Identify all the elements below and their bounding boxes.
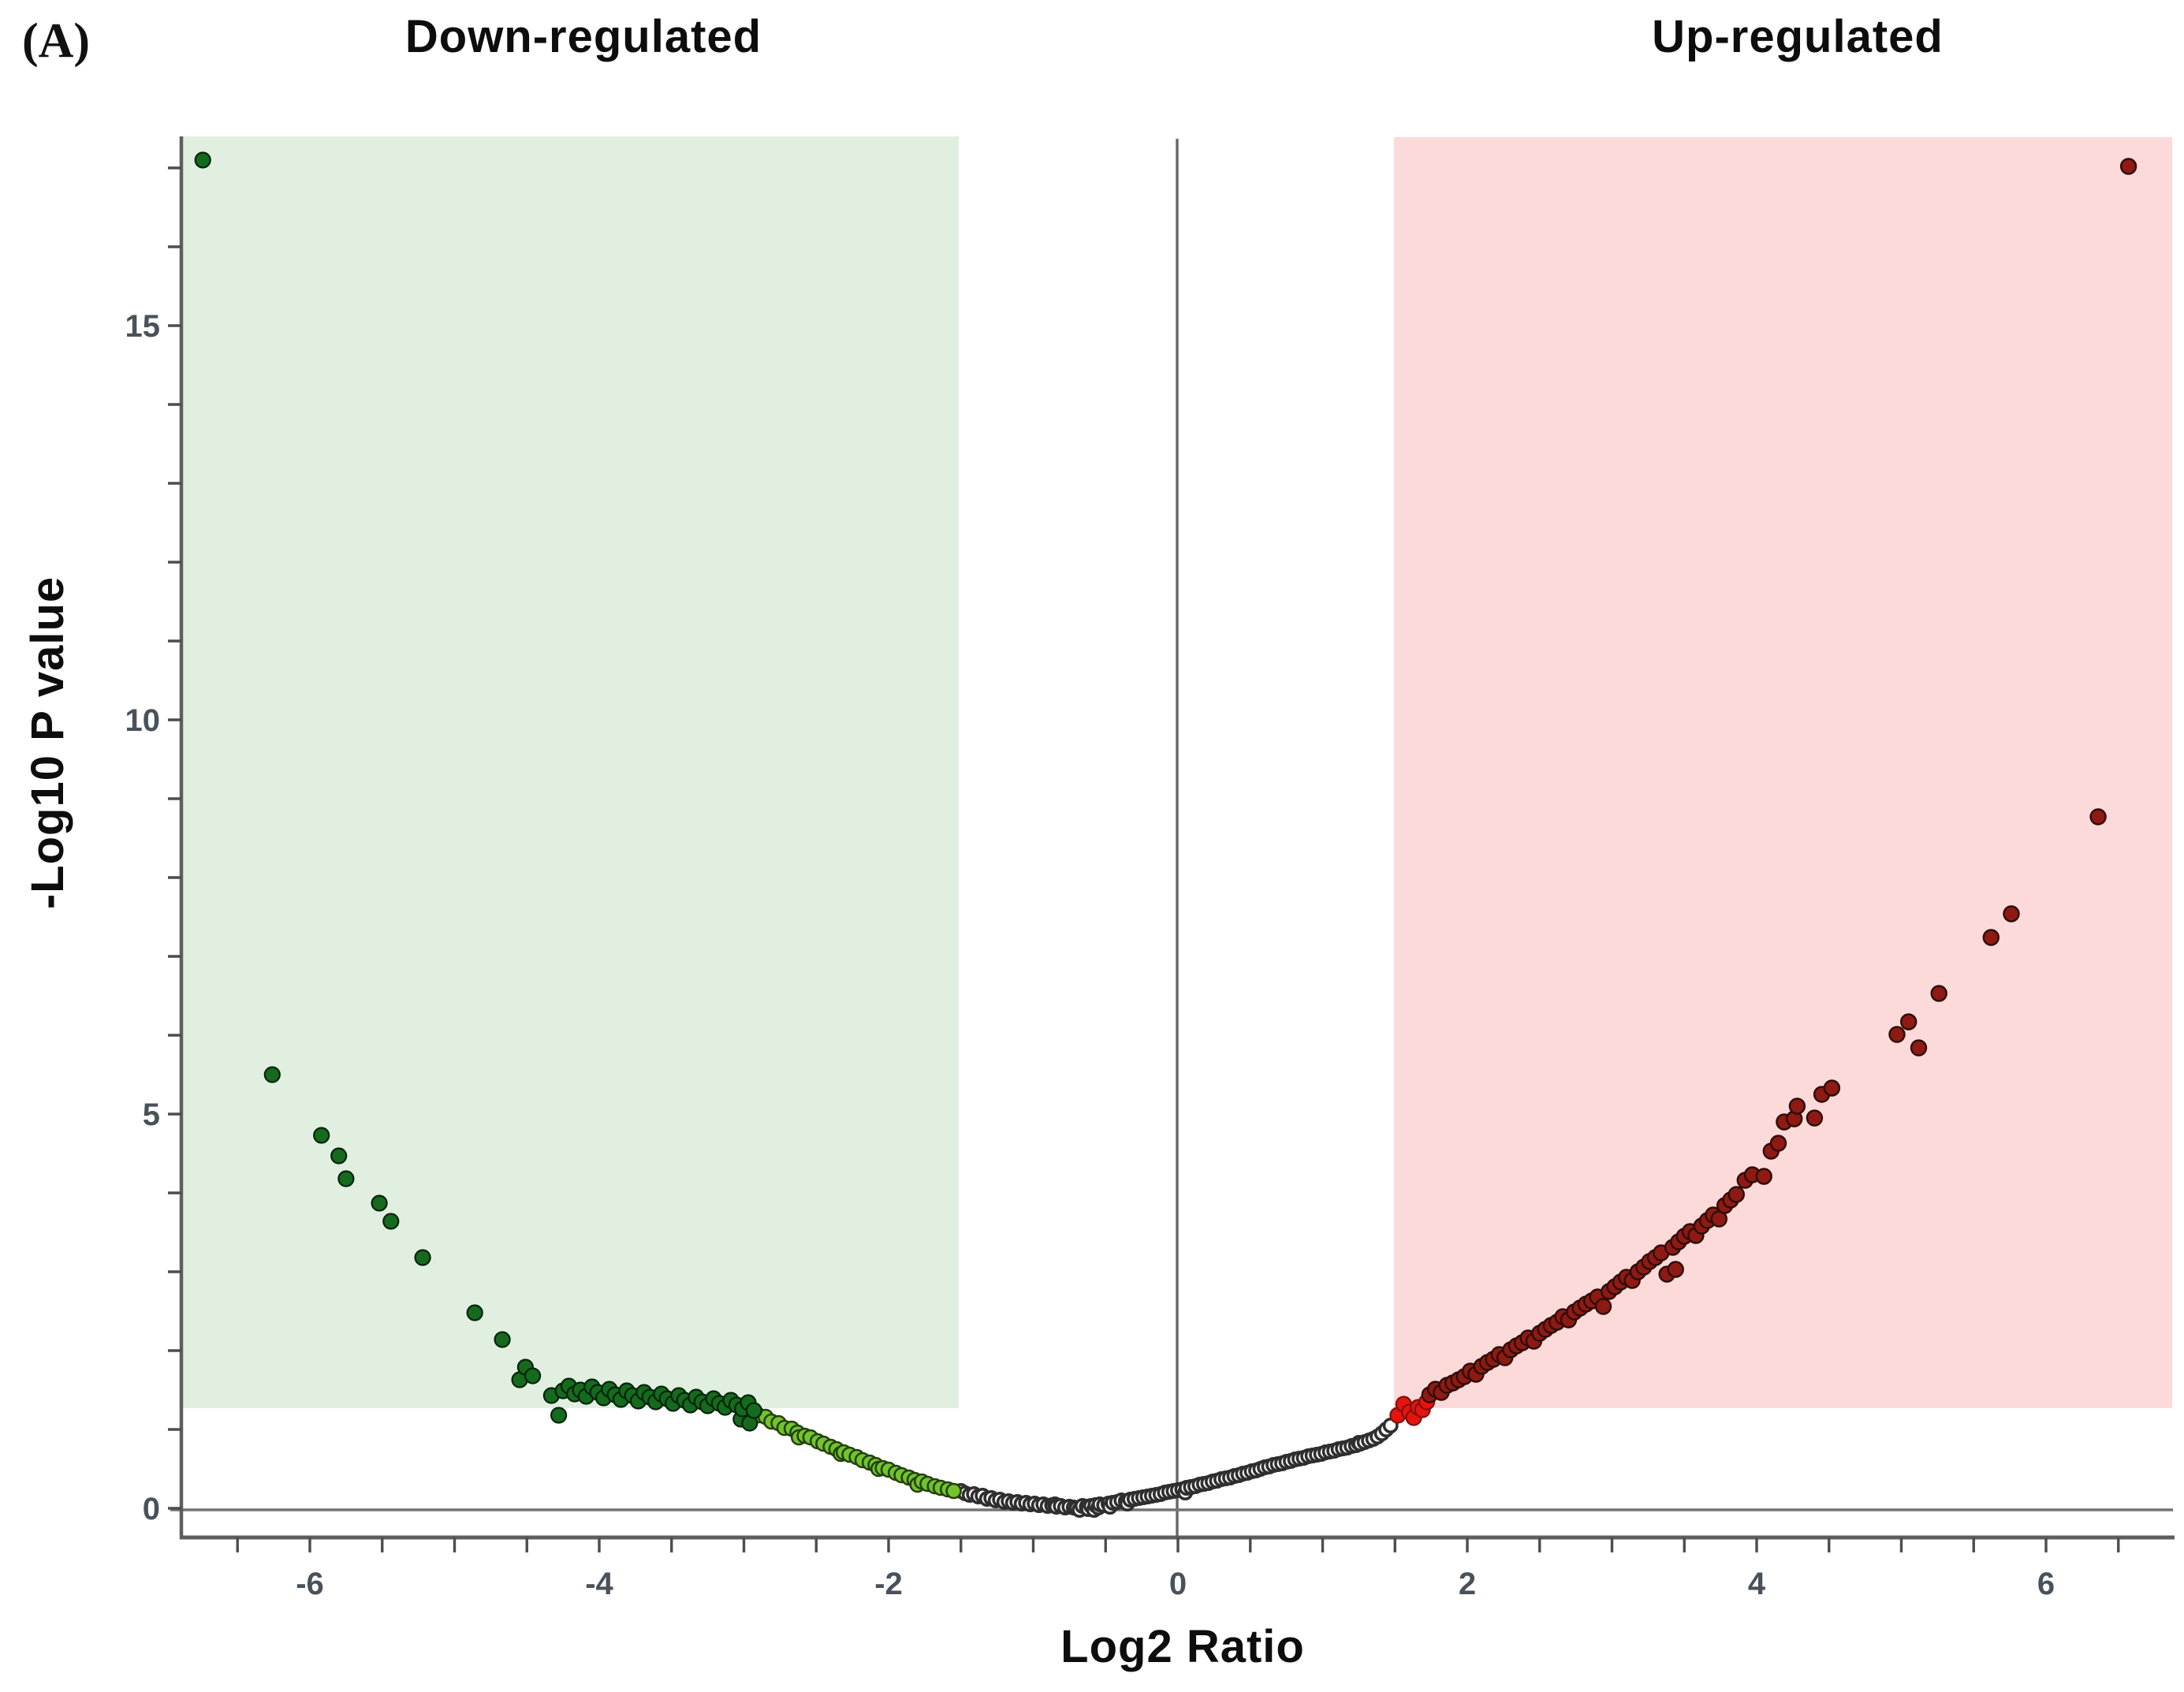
data-point bbox=[1727, 1186, 1746, 1203]
x-axis-tick-labels: -6 -4 -2 0 2 4 6 bbox=[296, 1567, 2055, 1601]
x-tick-label: 0 bbox=[1169, 1567, 1187, 1601]
data-point bbox=[2119, 158, 2137, 175]
y-tick-label: 0 bbox=[143, 1492, 160, 1526]
data-point bbox=[2089, 808, 2107, 826]
data-point bbox=[550, 1407, 568, 1424]
data-point bbox=[494, 1331, 511, 1348]
data-point bbox=[1769, 1135, 1787, 1152]
series-down-regulated-significant bbox=[194, 151, 762, 1432]
data-point bbox=[1594, 1298, 1612, 1315]
data-point bbox=[1930, 985, 1947, 1002]
data-point bbox=[1755, 1168, 1772, 1185]
data-point bbox=[745, 1402, 762, 1419]
data-point bbox=[1788, 1098, 1806, 1115]
shaded-regions bbox=[181, 136, 2172, 1408]
data-point bbox=[263, 1066, 281, 1083]
y-tick-label: 15 bbox=[125, 309, 161, 344]
data-point bbox=[382, 1213, 400, 1230]
data-point bbox=[1806, 1109, 1824, 1127]
y-axis-title: -Log10 P value bbox=[22, 576, 73, 909]
up-regulated-region bbox=[1394, 137, 2172, 1408]
y-tick-label: 5 bbox=[143, 1098, 160, 1132]
data-point bbox=[1982, 929, 2000, 946]
y-axis-ticks bbox=[168, 166, 181, 1510]
data-point bbox=[1888, 1026, 1906, 1043]
series-up-regulated-significant bbox=[1421, 158, 2137, 1403]
up-regulated-title: Up-regulated bbox=[1652, 11, 1944, 62]
data-point bbox=[1899, 1013, 1918, 1030]
data-point bbox=[194, 151, 211, 169]
y-axis-tick-labels: 0 5 10 15 bbox=[125, 309, 161, 1526]
data-point bbox=[524, 1367, 542, 1385]
x-tick-label: 4 bbox=[1748, 1567, 1766, 1601]
panel-label: (A) bbox=[22, 14, 90, 68]
data-point bbox=[1667, 1261, 1684, 1278]
x-tick-label: -6 bbox=[296, 1567, 324, 1601]
down-regulated-title: Down-regulated bbox=[405, 11, 762, 62]
x-tick-label: -4 bbox=[585, 1567, 613, 1601]
x-axis-title: Log2 Ratio bbox=[1060, 1621, 1305, 1672]
y-tick-label: 10 bbox=[125, 703, 161, 738]
data-point bbox=[414, 1249, 431, 1266]
x-tick-label: -2 bbox=[874, 1567, 903, 1601]
data-point bbox=[330, 1147, 348, 1165]
data-point bbox=[337, 1170, 355, 1187]
data-point bbox=[466, 1304, 483, 1321]
data-point bbox=[1910, 1039, 1928, 1057]
series-down-fold-change-only bbox=[750, 1407, 962, 1500]
data-point bbox=[945, 1482, 962, 1500]
x-axis-ticks bbox=[236, 1537, 2120, 1552]
down-regulated-region bbox=[181, 136, 959, 1408]
data-point bbox=[1823, 1079, 1841, 1097]
x-tick-label: 6 bbox=[2037, 1567, 2055, 1601]
data-point bbox=[2003, 905, 2020, 922]
series-non-significant bbox=[952, 1418, 1399, 1519]
x-tick-label: 2 bbox=[1459, 1567, 1476, 1601]
data-points bbox=[194, 151, 2137, 1519]
data-point bbox=[313, 1127, 330, 1144]
data-point bbox=[371, 1194, 388, 1212]
